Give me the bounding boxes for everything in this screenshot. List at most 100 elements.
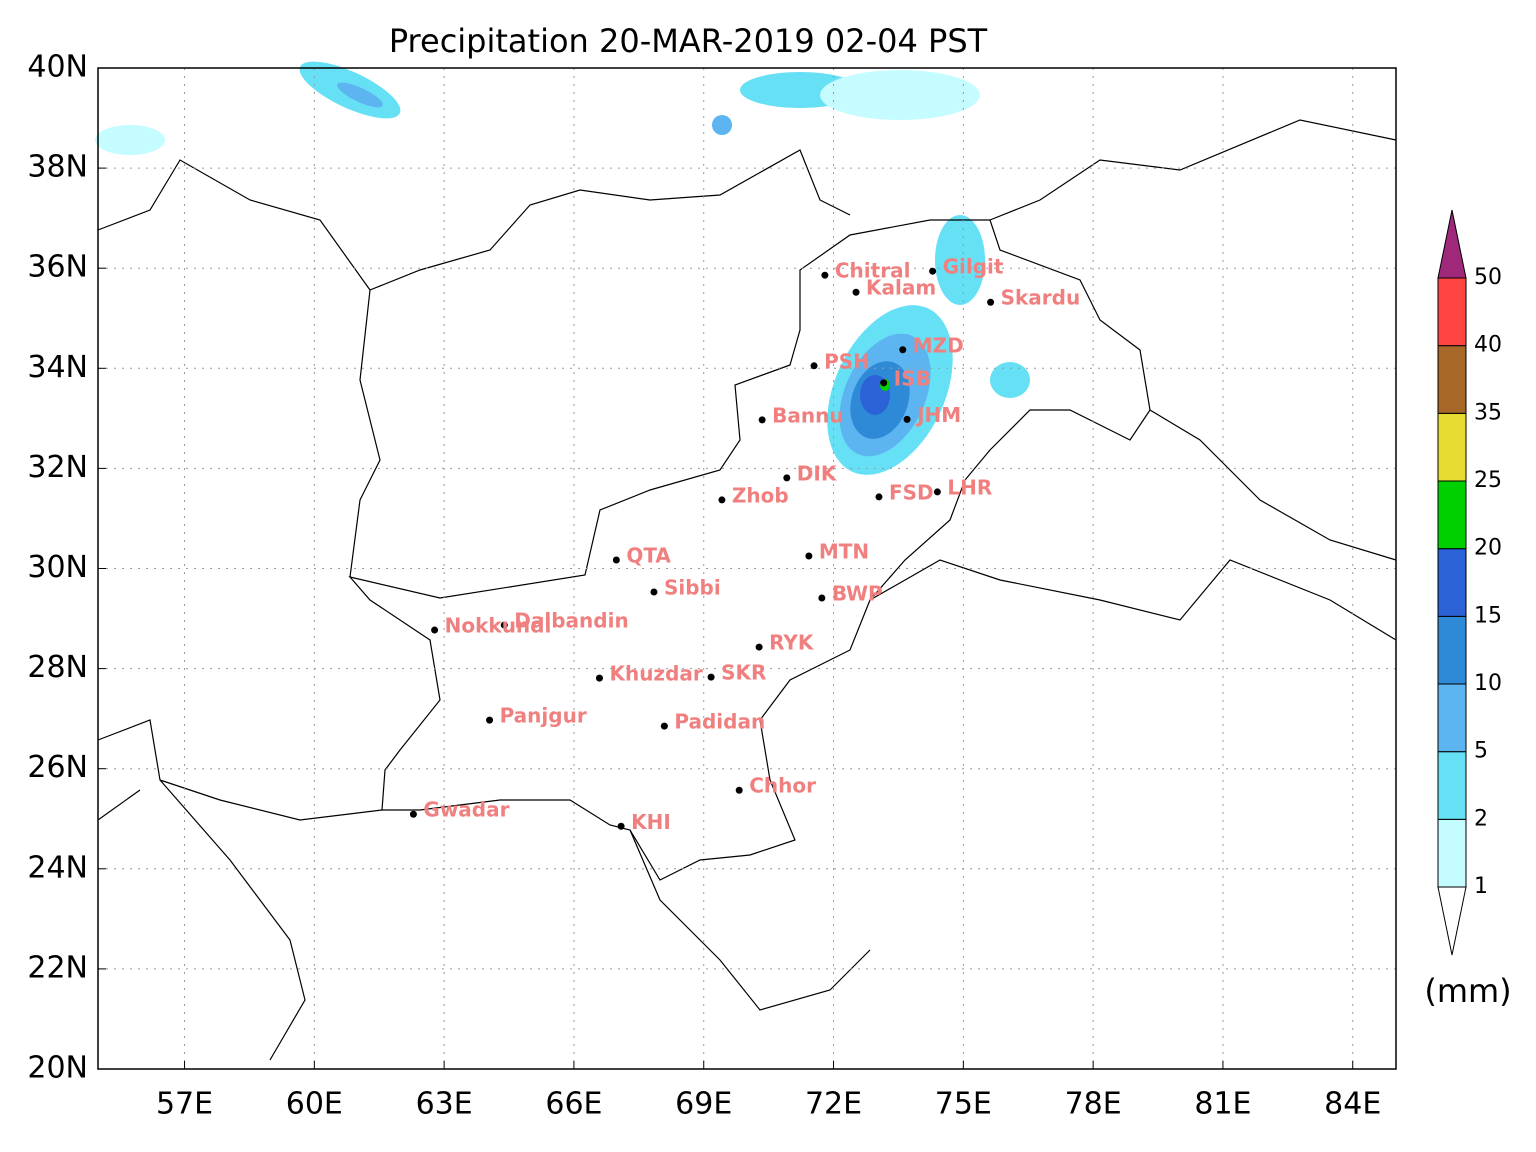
city-label: Kalam bbox=[866, 276, 936, 300]
city-dot bbox=[875, 493, 883, 501]
colorbar-segment bbox=[1437, 818, 1467, 888]
city-label: Sibbi bbox=[664, 576, 721, 600]
city-dot bbox=[805, 552, 813, 560]
pakistan-border bbox=[348, 219, 1151, 881]
city-dot bbox=[486, 716, 494, 724]
city-label: KHI bbox=[631, 810, 671, 834]
city-label: RYK bbox=[769, 631, 815, 655]
colorbar-segment bbox=[1437, 683, 1467, 753]
colorbar-label: 40 bbox=[1474, 333, 1502, 358]
city-dot bbox=[899, 346, 907, 354]
city-label: Chhor bbox=[749, 774, 816, 798]
city-label: BWP bbox=[832, 582, 883, 606]
india-border bbox=[869, 409, 1397, 641]
x-tick-label: 72E bbox=[805, 1087, 862, 1122]
y-tick-label: 22N bbox=[27, 950, 88, 985]
city-label: Dalbandin bbox=[514, 609, 628, 633]
borders bbox=[97, 119, 1397, 1061]
city-dot bbox=[818, 594, 826, 602]
city-label: SKR bbox=[721, 661, 766, 685]
city-dot bbox=[595, 674, 603, 682]
city-dot bbox=[852, 288, 860, 296]
city-dot bbox=[660, 722, 668, 730]
y-tick-label: 24N bbox=[27, 850, 88, 885]
city-dot bbox=[933, 488, 941, 496]
title: Precipitation 20-MAR-2019 02-04 PST bbox=[389, 22, 988, 60]
city-dot bbox=[903, 415, 911, 423]
city-label: Gilgit bbox=[943, 255, 1004, 279]
colorbar-label: 2 bbox=[1474, 806, 1488, 831]
city-label: JHM bbox=[915, 403, 961, 427]
rain-area bbox=[935, 215, 985, 305]
city-dot bbox=[718, 496, 726, 504]
city-dot bbox=[929, 267, 937, 275]
city-label: FSD bbox=[889, 480, 934, 504]
colorbar-over bbox=[1437, 209, 1467, 279]
y-tick-label: 28N bbox=[27, 650, 88, 685]
precipitation bbox=[95, 61, 1030, 475]
city-label: MZD bbox=[913, 333, 964, 357]
x-tick-label: 63E bbox=[416, 1087, 473, 1122]
y-tick-label: 20N bbox=[27, 1051, 88, 1086]
china-border bbox=[989, 119, 1397, 221]
rain-area bbox=[337, 82, 383, 108]
colorbar-segment bbox=[1437, 548, 1467, 617]
y-tick-label: 36N bbox=[27, 250, 88, 285]
colorbar-unit: (mm) bbox=[1424, 972, 1511, 1010]
city-dot bbox=[987, 298, 995, 306]
x-tick-label: 66E bbox=[545, 1087, 602, 1122]
colorbar-segment bbox=[1437, 277, 1467, 347]
afghanistan-border bbox=[349, 149, 851, 578]
city-label: LHR bbox=[947, 475, 992, 499]
city-label: Zhob bbox=[732, 483, 789, 507]
y-tick-label: 30N bbox=[27, 550, 88, 585]
x-tick-label: 57E bbox=[156, 1087, 213, 1122]
colorbar-segment bbox=[1437, 480, 1467, 550]
colorbar-label: 5 bbox=[1474, 739, 1488, 764]
x-tick-label: 75E bbox=[935, 1087, 992, 1122]
colorbar-label: 1 bbox=[1474, 874, 1488, 899]
city-dot bbox=[707, 673, 715, 681]
x-tick-label: 84E bbox=[1324, 1087, 1381, 1122]
colorbar-segment bbox=[1437, 751, 1467, 820]
city-dot bbox=[735, 786, 743, 794]
city-label: PSH bbox=[824, 349, 870, 373]
city-label: QTA bbox=[626, 543, 671, 567]
y-tick-label: 26N bbox=[27, 750, 88, 785]
city-label: Panjgur bbox=[500, 704, 587, 728]
colorbar-under bbox=[1437, 886, 1467, 956]
colorbar-label: 10 bbox=[1474, 671, 1502, 696]
map-frame bbox=[97, 67, 1397, 1070]
city-label: Skardu bbox=[1001, 286, 1081, 310]
y-tick-label: 38N bbox=[27, 150, 88, 185]
city-dot bbox=[617, 822, 625, 830]
city-dot bbox=[821, 271, 829, 279]
city-label: Bannu bbox=[772, 403, 843, 427]
colorbar-segment bbox=[1437, 345, 1467, 414]
city-label: Gwadar bbox=[423, 798, 509, 822]
city-dot bbox=[612, 556, 620, 564]
city-dot bbox=[431, 626, 439, 634]
city-label: Nokkundi bbox=[445, 614, 552, 638]
iran-border bbox=[97, 159, 371, 291]
y-tick-label: 34N bbox=[27, 350, 88, 385]
x-tick-label: 81E bbox=[1194, 1087, 1251, 1122]
colorbar-label: 35 bbox=[1474, 400, 1502, 425]
x-tick-label: 78E bbox=[1065, 1087, 1122, 1122]
city-label: Padidan bbox=[674, 710, 765, 734]
city-label: ISB bbox=[894, 366, 931, 390]
rain-area bbox=[990, 362, 1030, 398]
colorbar-label: 20 bbox=[1474, 536, 1502, 561]
colorbar-label: 15 bbox=[1474, 603, 1502, 628]
city-label: MTN bbox=[819, 539, 869, 563]
coastline bbox=[97, 719, 871, 1061]
city-dot bbox=[758, 416, 766, 424]
colorbar-label: 25 bbox=[1474, 468, 1502, 493]
city-dot bbox=[880, 379, 888, 387]
city-dot bbox=[409, 810, 417, 818]
y-tick-label: 40N bbox=[27, 50, 88, 85]
city-dot bbox=[500, 621, 508, 629]
colorbar-segment bbox=[1437, 615, 1467, 685]
